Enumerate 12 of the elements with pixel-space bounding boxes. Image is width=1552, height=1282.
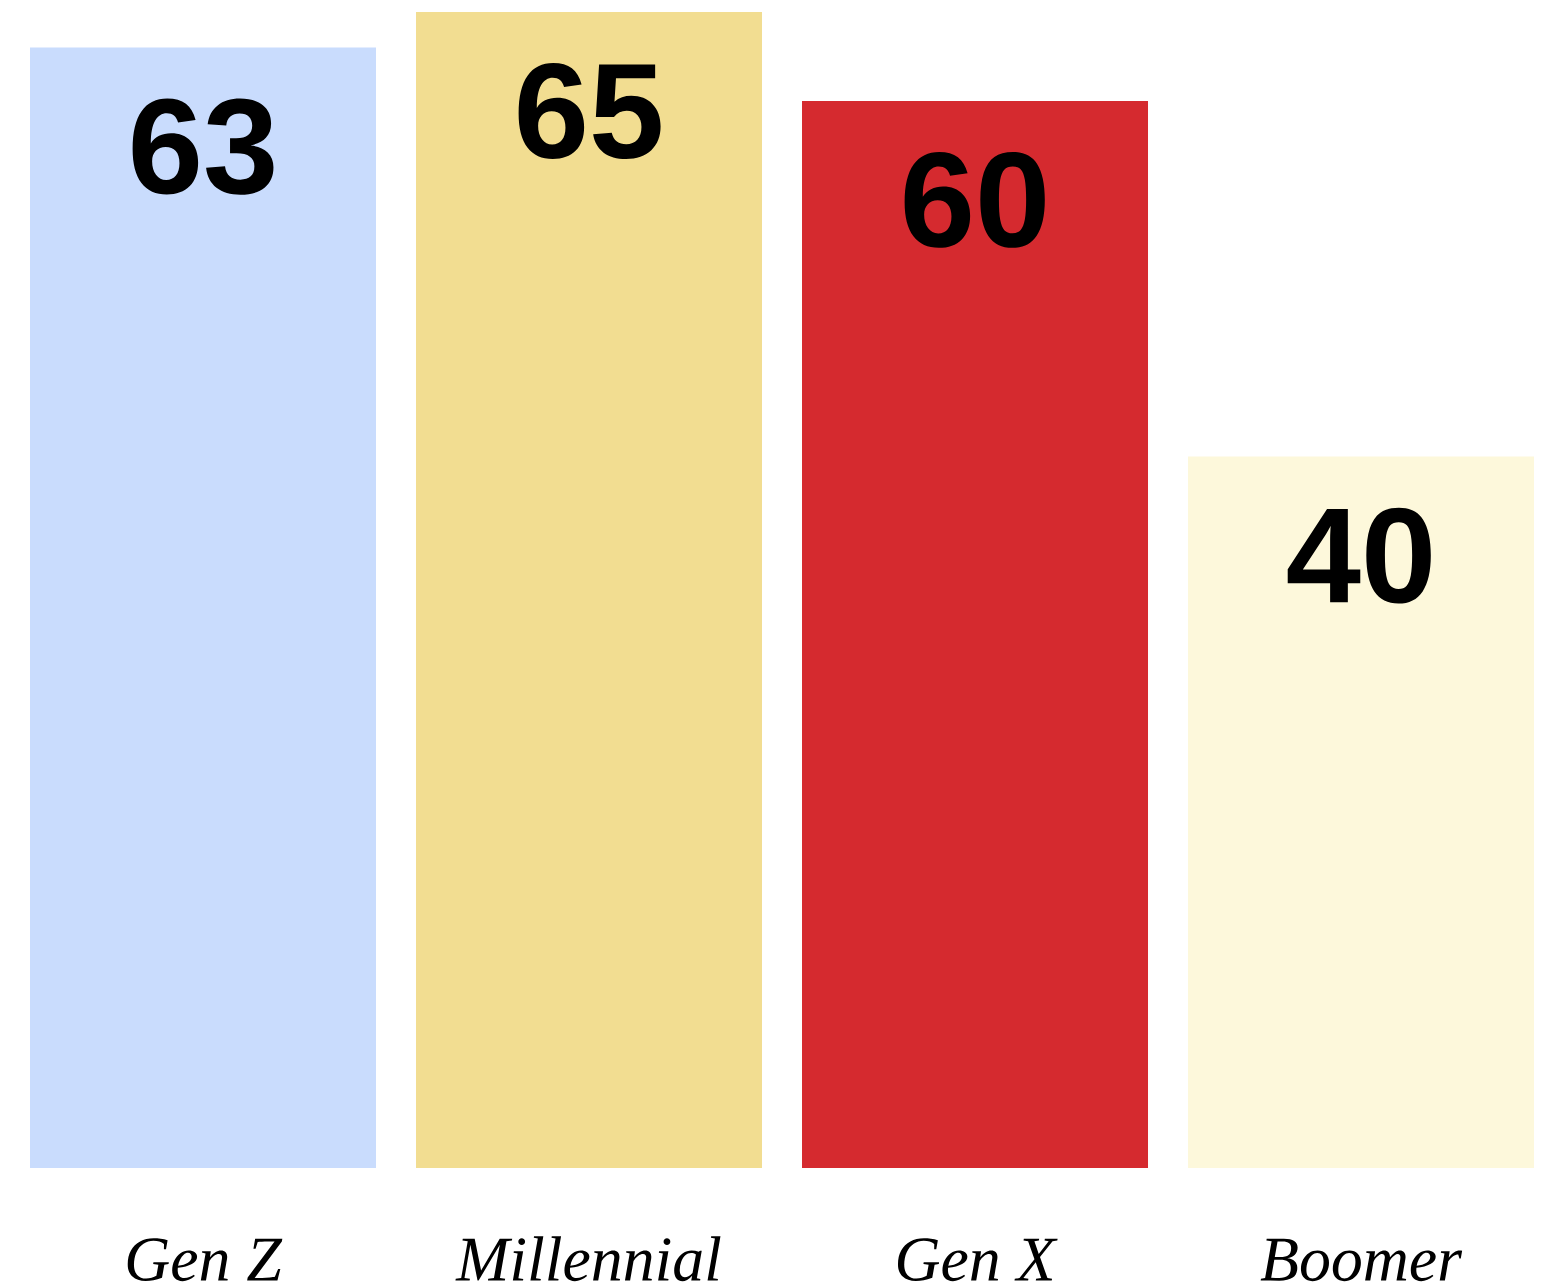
data-label: 65: [518, 63, 661, 159]
x-tick-label: Boomer: [1260, 1238, 1463, 1282]
data-label: 60: [904, 151, 1045, 248]
bar: [802, 100, 1149, 1168]
bar: [30, 47, 376, 1168]
x-tick-label: Gen Z: [127, 1238, 283, 1282]
x-tick-label: Gen X: [897, 1238, 1058, 1282]
data-label: 63: [132, 98, 274, 195]
x-tick-label: Millennial: [455, 1236, 721, 1282]
bar: [1188, 456, 1535, 1168]
bar: [416, 11, 763, 1168]
data-label: 40: [1287, 507, 1431, 604]
